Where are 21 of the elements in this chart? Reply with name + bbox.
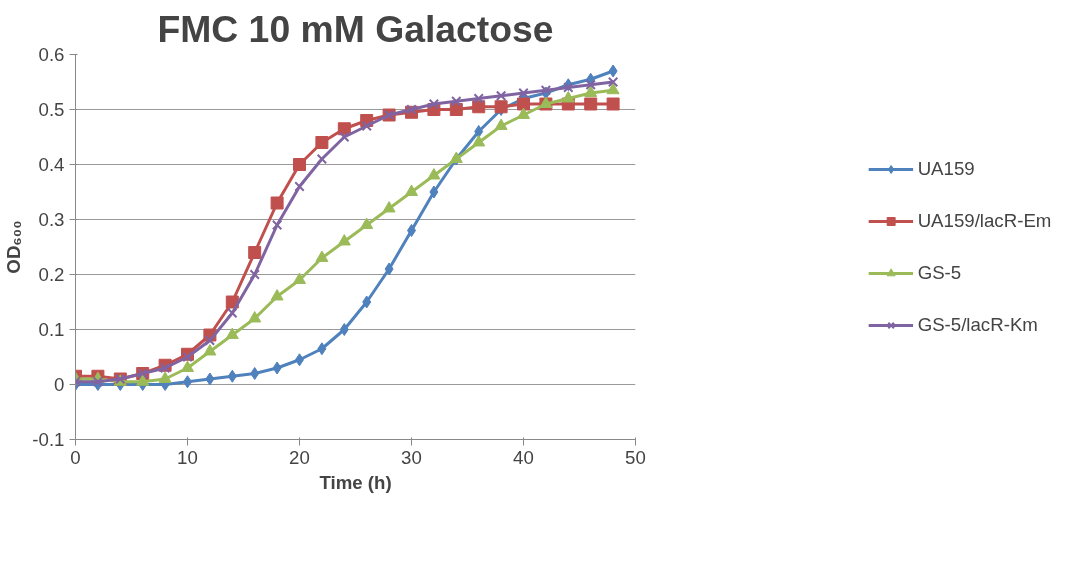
y-tick-label: 0.4 [38,154,65,175]
x-tick-label: 30 [401,446,422,468]
legend-label: GS-5 [917,261,962,284]
y-tick-label: 0.1 [38,319,65,340]
x-tick-label: 40 [513,446,534,468]
legend-label: UA159 [917,157,975,180]
x-tick-label: 50 [625,446,646,468]
y-tick-label: -0.1 [32,429,65,450]
legend-label: UA159/lacR-Em [917,209,1052,232]
y-tick-label: 0.5 [38,99,65,120]
x-axis-title: Time (h) [319,471,392,493]
x-tick-label: 10 [177,446,198,468]
x-tick-label: 20 [289,446,310,468]
y-tick-label: 0.2 [38,264,65,285]
y-axis-title: OD₆₀₀ [3,220,25,274]
legend-label: GS-5/lacR-Km [917,313,1038,336]
y-tick-label: 0 [54,374,65,395]
x-tick-label: 0 [70,446,81,468]
y-tick-label: 0.3 [38,209,65,230]
y-tick-label: 0.6 [38,44,65,65]
chart-title: FMC 10 mM Galactose [157,7,554,50]
